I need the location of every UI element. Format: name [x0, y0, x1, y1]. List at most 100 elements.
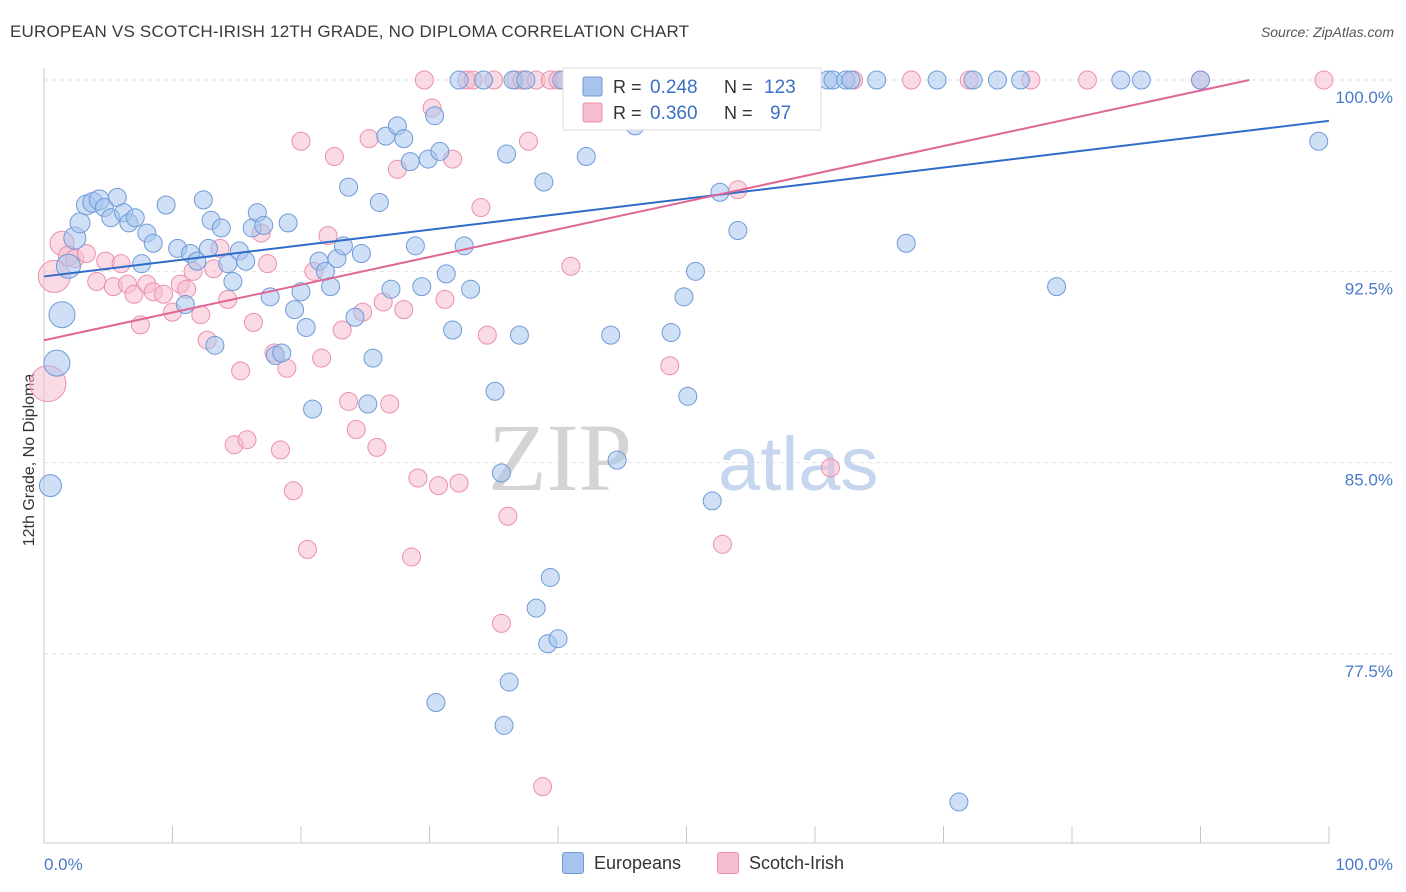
- legend-label-scotch-irish: Scotch-Irish: [749, 852, 845, 873]
- europeans-point: [1111, 70, 1131, 90]
- europeans-point: [685, 261, 705, 281]
- y-tick-labels: 77.5% 85.0% 92.5% 100.0%: [1335, 88, 1393, 681]
- europeans-point: [125, 208, 145, 228]
- europeans-point: [485, 381, 505, 401]
- europeans-point: [223, 272, 243, 292]
- europeans-point: [198, 238, 218, 258]
- scotch-irish-point: [449, 473, 469, 493]
- europeans-point: [491, 463, 511, 483]
- axes: [43, 68, 1330, 844]
- scotch-irish-point: [258, 254, 278, 274]
- y-tick-label-2: 92.5%: [1345, 279, 1393, 298]
- europeans-point: [296, 317, 316, 337]
- europeans-point: [48, 301, 76, 329]
- scotch-irish-point: [435, 289, 455, 309]
- scotch-irish-r-value: 0.360: [650, 103, 698, 124]
- europeans-point: [426, 692, 446, 712]
- x-tick-labels: 0.0% 100.0%: [44, 855, 1393, 874]
- europeans-point: [987, 70, 1007, 90]
- legend-item-scotch-irish[interactable]: Scotch-Irish: [717, 852, 844, 874]
- scotch-irish-point: [297, 539, 317, 559]
- scotch-irish-point: [346, 420, 366, 440]
- europeans-point: [205, 335, 225, 355]
- scotch-irish-point: [283, 481, 303, 501]
- europeans-point: [702, 491, 722, 511]
- europeans-point: [351, 243, 371, 263]
- europeans-point: [303, 399, 323, 419]
- scotch-irish-point: [87, 272, 107, 292]
- scotch-irish-point: [518, 131, 538, 151]
- europeans-point: [369, 192, 389, 212]
- scotch-irish-point: [414, 70, 434, 90]
- stats-legend-box: [562, 67, 822, 131]
- europeans-point: [430, 141, 450, 161]
- europeans-point: [927, 70, 947, 90]
- europeans-point: [601, 325, 621, 345]
- scotch-irish-point: [332, 320, 352, 340]
- scotch-irish-point: [76, 243, 96, 263]
- europeans-point: [254, 215, 274, 235]
- watermark-atlas: atlas: [718, 422, 879, 507]
- scotch-irish-point: [380, 394, 400, 414]
- scotch-irish-point: [402, 547, 422, 567]
- europeans-point: [674, 287, 694, 307]
- europeans-point: [405, 236, 425, 256]
- scotch-irish-r-label: R =: [613, 103, 642, 123]
- scotch-irish-point: [408, 468, 428, 488]
- europeans-n-label: N =: [724, 77, 753, 97]
- europeans-point: [412, 277, 432, 297]
- europeans-point: [278, 213, 298, 233]
- scotch-irish-legend-swatch: [582, 102, 603, 123]
- scotch-irish-point: [712, 534, 732, 554]
- scotch-irish-point: [820, 458, 840, 478]
- scotch-irish-point: [533, 777, 553, 797]
- europeans-point: [473, 70, 493, 90]
- scotch-irish-point: [471, 198, 491, 218]
- europeans-point: [394, 129, 414, 149]
- scotch-irish-point: [339, 391, 359, 411]
- europeans-point: [272, 343, 292, 363]
- europeans-point: [509, 325, 529, 345]
- europeans-point: [400, 152, 420, 172]
- europeans-point: [193, 190, 213, 210]
- x-tick-label-max: 100.0%: [1335, 855, 1393, 874]
- europeans-point: [526, 598, 546, 618]
- europeans-point: [540, 567, 560, 587]
- scotch-irish-point: [901, 70, 921, 90]
- chart-title: EUROPEAN VS SCOTCH-IRISH 12TH GRADE, NO …: [10, 22, 690, 41]
- scotch-irish-point: [491, 613, 511, 633]
- watermark: ZIP atlas: [488, 404, 879, 511]
- scotch-irish-point: [237, 430, 257, 450]
- europeans-point: [678, 386, 698, 406]
- legend-item-europeans[interactable]: Europeans: [561, 852, 681, 874]
- europeans-point: [461, 279, 481, 299]
- europeans-point: [963, 70, 983, 90]
- europeans-point: [381, 279, 401, 299]
- europeans-point: [949, 792, 969, 812]
- scotch-irish-point: [270, 440, 290, 460]
- europeans-point: [728, 221, 748, 241]
- europeans-point: [285, 300, 305, 320]
- scotch-irish-point: [428, 476, 448, 496]
- europeans-point: [841, 70, 861, 90]
- scotch-irish-point: [498, 506, 518, 526]
- scotch-irish-point: [394, 300, 414, 320]
- stats-legend: R = 0.248 N = 123 R = 0.360 N = 97: [562, 67, 822, 131]
- scotch-irish-trend-line: [43, 79, 1250, 342]
- europeans-legend-swatch: [582, 76, 603, 97]
- scotch-irish-point: [367, 437, 387, 457]
- europeans-point: [548, 629, 568, 649]
- europeans-point: [1047, 277, 1067, 297]
- scotch-irish-point: [243, 312, 263, 332]
- europeans-point: [896, 233, 916, 253]
- scotch-irish-point: [291, 131, 311, 151]
- europeans-point: [661, 323, 681, 343]
- y-tick-label-0: 77.5%: [1345, 662, 1393, 681]
- europeans-point: [443, 320, 463, 340]
- europeans-r-label: R =: [613, 77, 642, 97]
- europeans-point: [156, 195, 176, 215]
- scotch-irish-point: [561, 256, 581, 276]
- europeans-point: [1191, 70, 1210, 90]
- scotch-irish-point: [312, 348, 332, 368]
- europeans-point: [449, 70, 469, 90]
